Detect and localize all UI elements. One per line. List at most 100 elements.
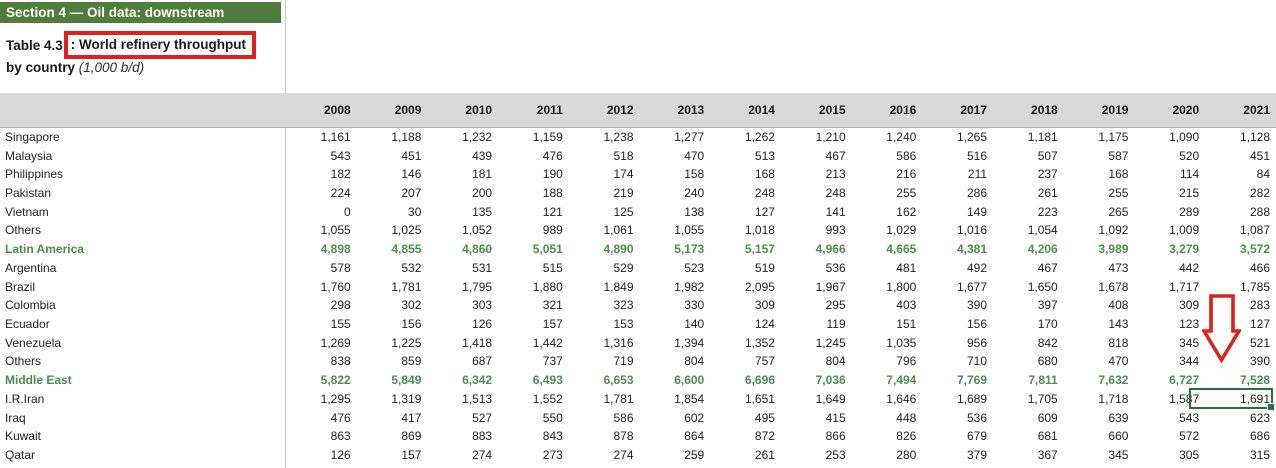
data-cell[interactable]: 1,087	[1239, 223, 1270, 238]
data-cell[interactable]: 213	[825, 167, 846, 182]
data-cell[interactable]: 4,855	[391, 242, 422, 257]
data-cell[interactable]: 114	[1180, 167, 1200, 182]
data-cell[interactable]: 520	[1179, 148, 1200, 163]
data-cell[interactable]: 224	[330, 186, 351, 201]
data-cell[interactable]: 527	[472, 410, 493, 425]
data-cell[interactable]: 255	[896, 186, 917, 201]
data-cell[interactable]: 344	[1179, 354, 1200, 369]
row-label-cell[interactable]: Middle East	[5, 373, 72, 388]
data-cell[interactable]: 156	[401, 317, 422, 332]
year-header-cell[interactable]: 2011	[498, 93, 569, 128]
year-header-cell[interactable]: 2012	[568, 93, 640, 128]
data-cell[interactable]: 442	[1179, 260, 1200, 275]
data-cell[interactable]: 1,225	[391, 335, 422, 350]
year-header-cell[interactable]: 2015	[780, 93, 852, 128]
data-cell[interactable]: 141	[825, 204, 846, 219]
year-header-cell[interactable]: 2010	[427, 93, 499, 128]
data-cell[interactable]: 1,649	[815, 391, 846, 406]
data-cell[interactable]: 174	[613, 167, 634, 182]
year-header-cell[interactable]: 2009	[356, 93, 428, 128]
data-cell[interactable]: 1,760	[320, 279, 351, 294]
data-cell[interactable]: 379	[967, 448, 988, 463]
row-label-cell[interactable]: Others	[5, 223, 42, 238]
data-cell[interactable]: 140	[684, 317, 705, 332]
data-cell[interactable]: 143	[1108, 317, 1129, 332]
data-cell[interactable]: 323	[613, 298, 634, 313]
data-cell[interactable]: 686	[1249, 429, 1270, 444]
data-cell[interactable]: 519	[754, 260, 775, 275]
data-cell[interactable]: 1,717	[1169, 279, 1200, 294]
data-cell[interactable]: 253	[825, 448, 846, 463]
data-cell[interactable]: 495	[754, 410, 775, 425]
data-cell[interactable]: 4,665	[886, 242, 917, 257]
data-cell[interactable]: 804	[684, 354, 705, 369]
data-cell[interactable]: 274	[613, 448, 634, 463]
data-cell[interactable]: 4,890	[603, 242, 634, 257]
data-cell[interactable]: 288	[1249, 204, 1270, 219]
data-cell[interactable]: 550	[542, 410, 563, 425]
data-cell[interactable]: 883	[472, 429, 493, 444]
data-cell[interactable]: 261	[1037, 186, 1058, 201]
data-cell[interactable]: 451	[1249, 148, 1270, 163]
row-label-cell[interactable]: Kuwait	[5, 429, 42, 444]
data-cell[interactable]: 200	[472, 186, 493, 201]
year-header-cell[interactable]: 2019	[1063, 93, 1135, 128]
data-cell[interactable]: 190	[542, 167, 563, 182]
data-cell[interactable]: 796	[896, 354, 917, 369]
data-cell[interactable]: 863	[330, 429, 351, 444]
data-cell[interactable]: 168	[1108, 167, 1129, 182]
year-header-cell[interactable]: 2018	[993, 93, 1064, 128]
data-cell[interactable]: 5,849	[391, 373, 422, 388]
data-cell[interactable]: 507	[1037, 148, 1058, 163]
data-cell[interactable]: 397	[1037, 298, 1058, 313]
data-cell[interactable]: 804	[825, 354, 846, 369]
data-cell[interactable]: 1,277	[674, 130, 705, 145]
data-cell[interactable]: 315	[1249, 448, 1270, 463]
data-cell[interactable]: 680	[1037, 354, 1058, 369]
data-cell[interactable]: 531	[472, 260, 493, 275]
data-cell[interactable]: 127	[754, 204, 775, 219]
data-cell[interactable]: 151	[896, 317, 917, 332]
data-cell[interactable]: 274	[472, 448, 493, 463]
data-cell[interactable]: 1,029	[886, 223, 917, 238]
data-cell[interactable]: 1,092	[1098, 223, 1129, 238]
data-cell[interactable]: 1,161	[320, 130, 351, 145]
data-cell[interactable]: 170	[1037, 317, 1058, 332]
row-label-cell[interactable]: Venezuela	[5, 335, 62, 350]
data-cell[interactable]: 838	[330, 354, 351, 369]
data-cell[interactable]: 5,051	[532, 242, 563, 257]
year-header-cell[interactable]: 2020	[1134, 93, 1206, 128]
data-cell[interactable]: 390	[1249, 354, 1270, 369]
data-cell[interactable]: 7,769	[957, 373, 988, 388]
data-cell[interactable]: 1,052	[462, 223, 493, 238]
data-cell[interactable]: 1,016	[957, 223, 988, 238]
data-cell[interactable]: 303	[472, 298, 493, 313]
data-cell[interactable]: 248	[825, 186, 846, 201]
data-cell[interactable]: 125	[613, 204, 634, 219]
data-cell[interactable]: 283	[1249, 298, 1270, 313]
data-cell[interactable]: 1,025	[391, 223, 422, 238]
data-cell[interactable]: 1,689	[957, 391, 988, 406]
data-cell[interactable]: 586	[896, 148, 917, 163]
data-cell[interactable]: 223	[1037, 204, 1058, 219]
data-cell[interactable]: 993	[825, 223, 846, 238]
data-cell[interactable]: 1,880	[532, 279, 563, 294]
year-header-cell[interactable]: 2017	[922, 93, 994, 128]
data-cell[interactable]: 4,206	[1027, 242, 1058, 257]
data-cell[interactable]: 280	[896, 448, 917, 463]
data-cell[interactable]: 1,018	[744, 223, 775, 238]
data-cell[interactable]: 1,055	[320, 223, 351, 238]
row-label-cell[interactable]: Colombia	[5, 298, 56, 313]
data-cell[interactable]: 84	[1256, 167, 1270, 182]
data-cell[interactable]: 295	[825, 298, 846, 313]
row-label-cell[interactable]: Argentina	[5, 260, 57, 275]
data-cell[interactable]: 6,493	[532, 373, 563, 388]
data-cell[interactable]: 1,009	[1169, 223, 1200, 238]
row-label-cell[interactable]: I.R.Iran	[5, 391, 45, 406]
data-cell[interactable]: 1,967	[815, 279, 846, 294]
data-cell[interactable]: 1,232	[462, 130, 493, 145]
data-cell[interactable]: 216	[896, 167, 917, 182]
data-cell[interactable]: 3,572	[1239, 242, 1270, 257]
data-cell[interactable]: 1,552	[532, 391, 563, 406]
data-cell[interactable]: 476	[330, 410, 351, 425]
